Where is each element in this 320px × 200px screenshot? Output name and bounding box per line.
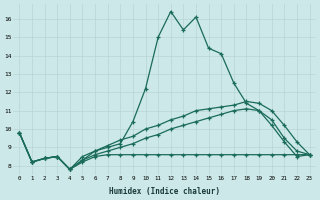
X-axis label: Humidex (Indice chaleur): Humidex (Indice chaleur) <box>109 187 220 196</box>
